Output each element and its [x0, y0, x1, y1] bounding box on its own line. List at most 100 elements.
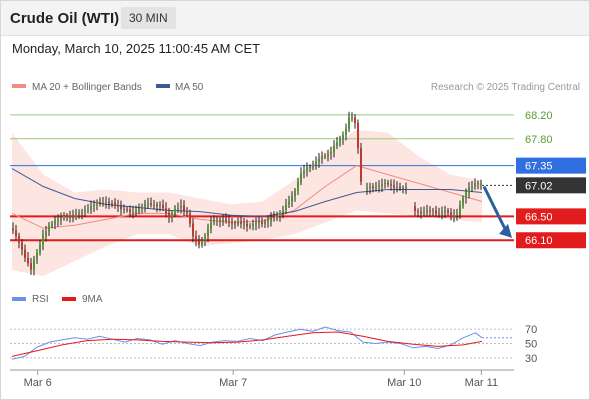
candle-body — [468, 187, 470, 193]
level-tag-66-50 — [516, 208, 586, 225]
candle-body — [207, 228, 209, 237]
candle-body — [63, 216, 65, 219]
candle-body — [318, 158, 320, 162]
candle-body — [264, 221, 266, 224]
candle-body — [195, 236, 197, 241]
candle-body — [291, 195, 293, 202]
projection-arrow-shaft — [482, 185, 508, 232]
level-label-67-35: 67.35 — [525, 161, 553, 173]
rsi-panel: 70 50 30 — [10, 324, 537, 365]
candle-body — [351, 117, 353, 119]
candle-body — [258, 222, 260, 224]
timeframe-badge[interactable]: 30 MIN — [121, 7, 176, 29]
candle-body — [24, 249, 26, 258]
ma20-legend-label: MA 20 + Bollinger Bands — [32, 82, 142, 93]
candle-body — [246, 223, 248, 227]
candle-body — [192, 223, 194, 237]
candle-body — [366, 188, 368, 190]
candle-body — [117, 205, 119, 207]
candle-body — [42, 235, 44, 245]
rsi-tick-label-30: 30 — [525, 353, 537, 365]
bollinger-band-fill — [12, 129, 482, 276]
projection-arrowhead — [499, 223, 512, 238]
candle-body — [294, 190, 296, 196]
candle-body — [432, 210, 434, 212]
candle-body — [240, 222, 242, 224]
candle-body — [330, 152, 332, 154]
candle-body — [435, 210, 437, 214]
candle-body — [132, 211, 134, 213]
candle-body — [84, 210, 86, 212]
candle-body — [120, 206, 122, 210]
candle-body — [129, 209, 131, 213]
candle-body — [471, 186, 473, 188]
candle-body — [198, 240, 200, 245]
candle-body — [87, 209, 89, 211]
ma50-line — [11, 168, 483, 217]
candle-body — [402, 188, 404, 190]
candle-body — [33, 259, 35, 270]
chart-header: Crude Oil (WTI) 30 MIN — [0, 0, 590, 36]
research-credit: Research © 2025 Trading Central — [431, 82, 580, 93]
candle-body — [165, 208, 167, 213]
candle-body — [405, 187, 407, 189]
rsi-tick-label-50: 50 — [525, 339, 537, 351]
candle-body — [69, 215, 71, 217]
candle-body — [75, 214, 77, 218]
candle-body — [180, 205, 182, 208]
level-label-67-02: 67.02 — [525, 180, 553, 192]
instrument-title: Crude Oil (WTI) — [10, 10, 120, 27]
candle-body — [459, 205, 461, 215]
rsi-legend: RSI 9MA — [12, 294, 103, 305]
candle-body — [369, 186, 371, 189]
candle-body — [21, 242, 23, 250]
candle-body — [423, 212, 425, 214]
candle-body — [57, 220, 59, 222]
candle-body — [276, 216, 278, 218]
level-label-66-50: 66.50 — [525, 211, 553, 223]
candle-body — [126, 209, 128, 211]
candle-body — [414, 206, 416, 211]
candle-body — [453, 215, 455, 217]
candle-body — [447, 210, 449, 213]
rsi-ma-legend-swatch — [62, 297, 76, 301]
candle-body — [12, 228, 14, 231]
rsi-tick-label-70: 70 — [525, 324, 537, 336]
rsi-ma-legend-label: 9MA — [82, 294, 103, 305]
candle-body — [282, 210, 284, 213]
candle-body — [300, 172, 302, 183]
projection-arrow — [482, 185, 512, 238]
candle-body — [357, 122, 359, 149]
candle-body — [474, 183, 476, 187]
candle-body — [342, 134, 344, 139]
main-legend: MA 20 + Bollinger Bands MA 50 Research ©… — [12, 82, 580, 93]
level-label-66-10: 66.10 — [525, 235, 553, 247]
candle-body — [420, 211, 422, 214]
timestamp: Monday, March 10, 2025 11:00:45 AM CET — [12, 41, 261, 56]
candle-body — [168, 212, 170, 217]
candle-body — [39, 244, 41, 253]
candle-body — [183, 205, 185, 211]
level-label-67-80: 67.80 — [525, 134, 553, 146]
candle-body — [96, 201, 98, 205]
candle-body — [108, 202, 110, 204]
candle-body — [327, 153, 329, 157]
ma20-legend-swatch — [12, 84, 26, 88]
candle-body — [234, 223, 236, 225]
candle-body — [222, 219, 224, 222]
candle-body — [243, 223, 245, 225]
candle-body — [228, 220, 230, 222]
candle-body — [18, 236, 20, 243]
candle-body — [288, 201, 290, 205]
candle-body — [321, 156, 323, 159]
candle-body — [456, 214, 458, 216]
candle-body — [336, 142, 338, 147]
candle-body — [102, 202, 104, 204]
candle-body — [444, 210, 446, 213]
candle-body — [384, 182, 386, 185]
candle-body — [477, 183, 479, 185]
candle-body — [324, 156, 326, 158]
candle-body — [390, 184, 392, 186]
candle-body — [345, 128, 347, 135]
